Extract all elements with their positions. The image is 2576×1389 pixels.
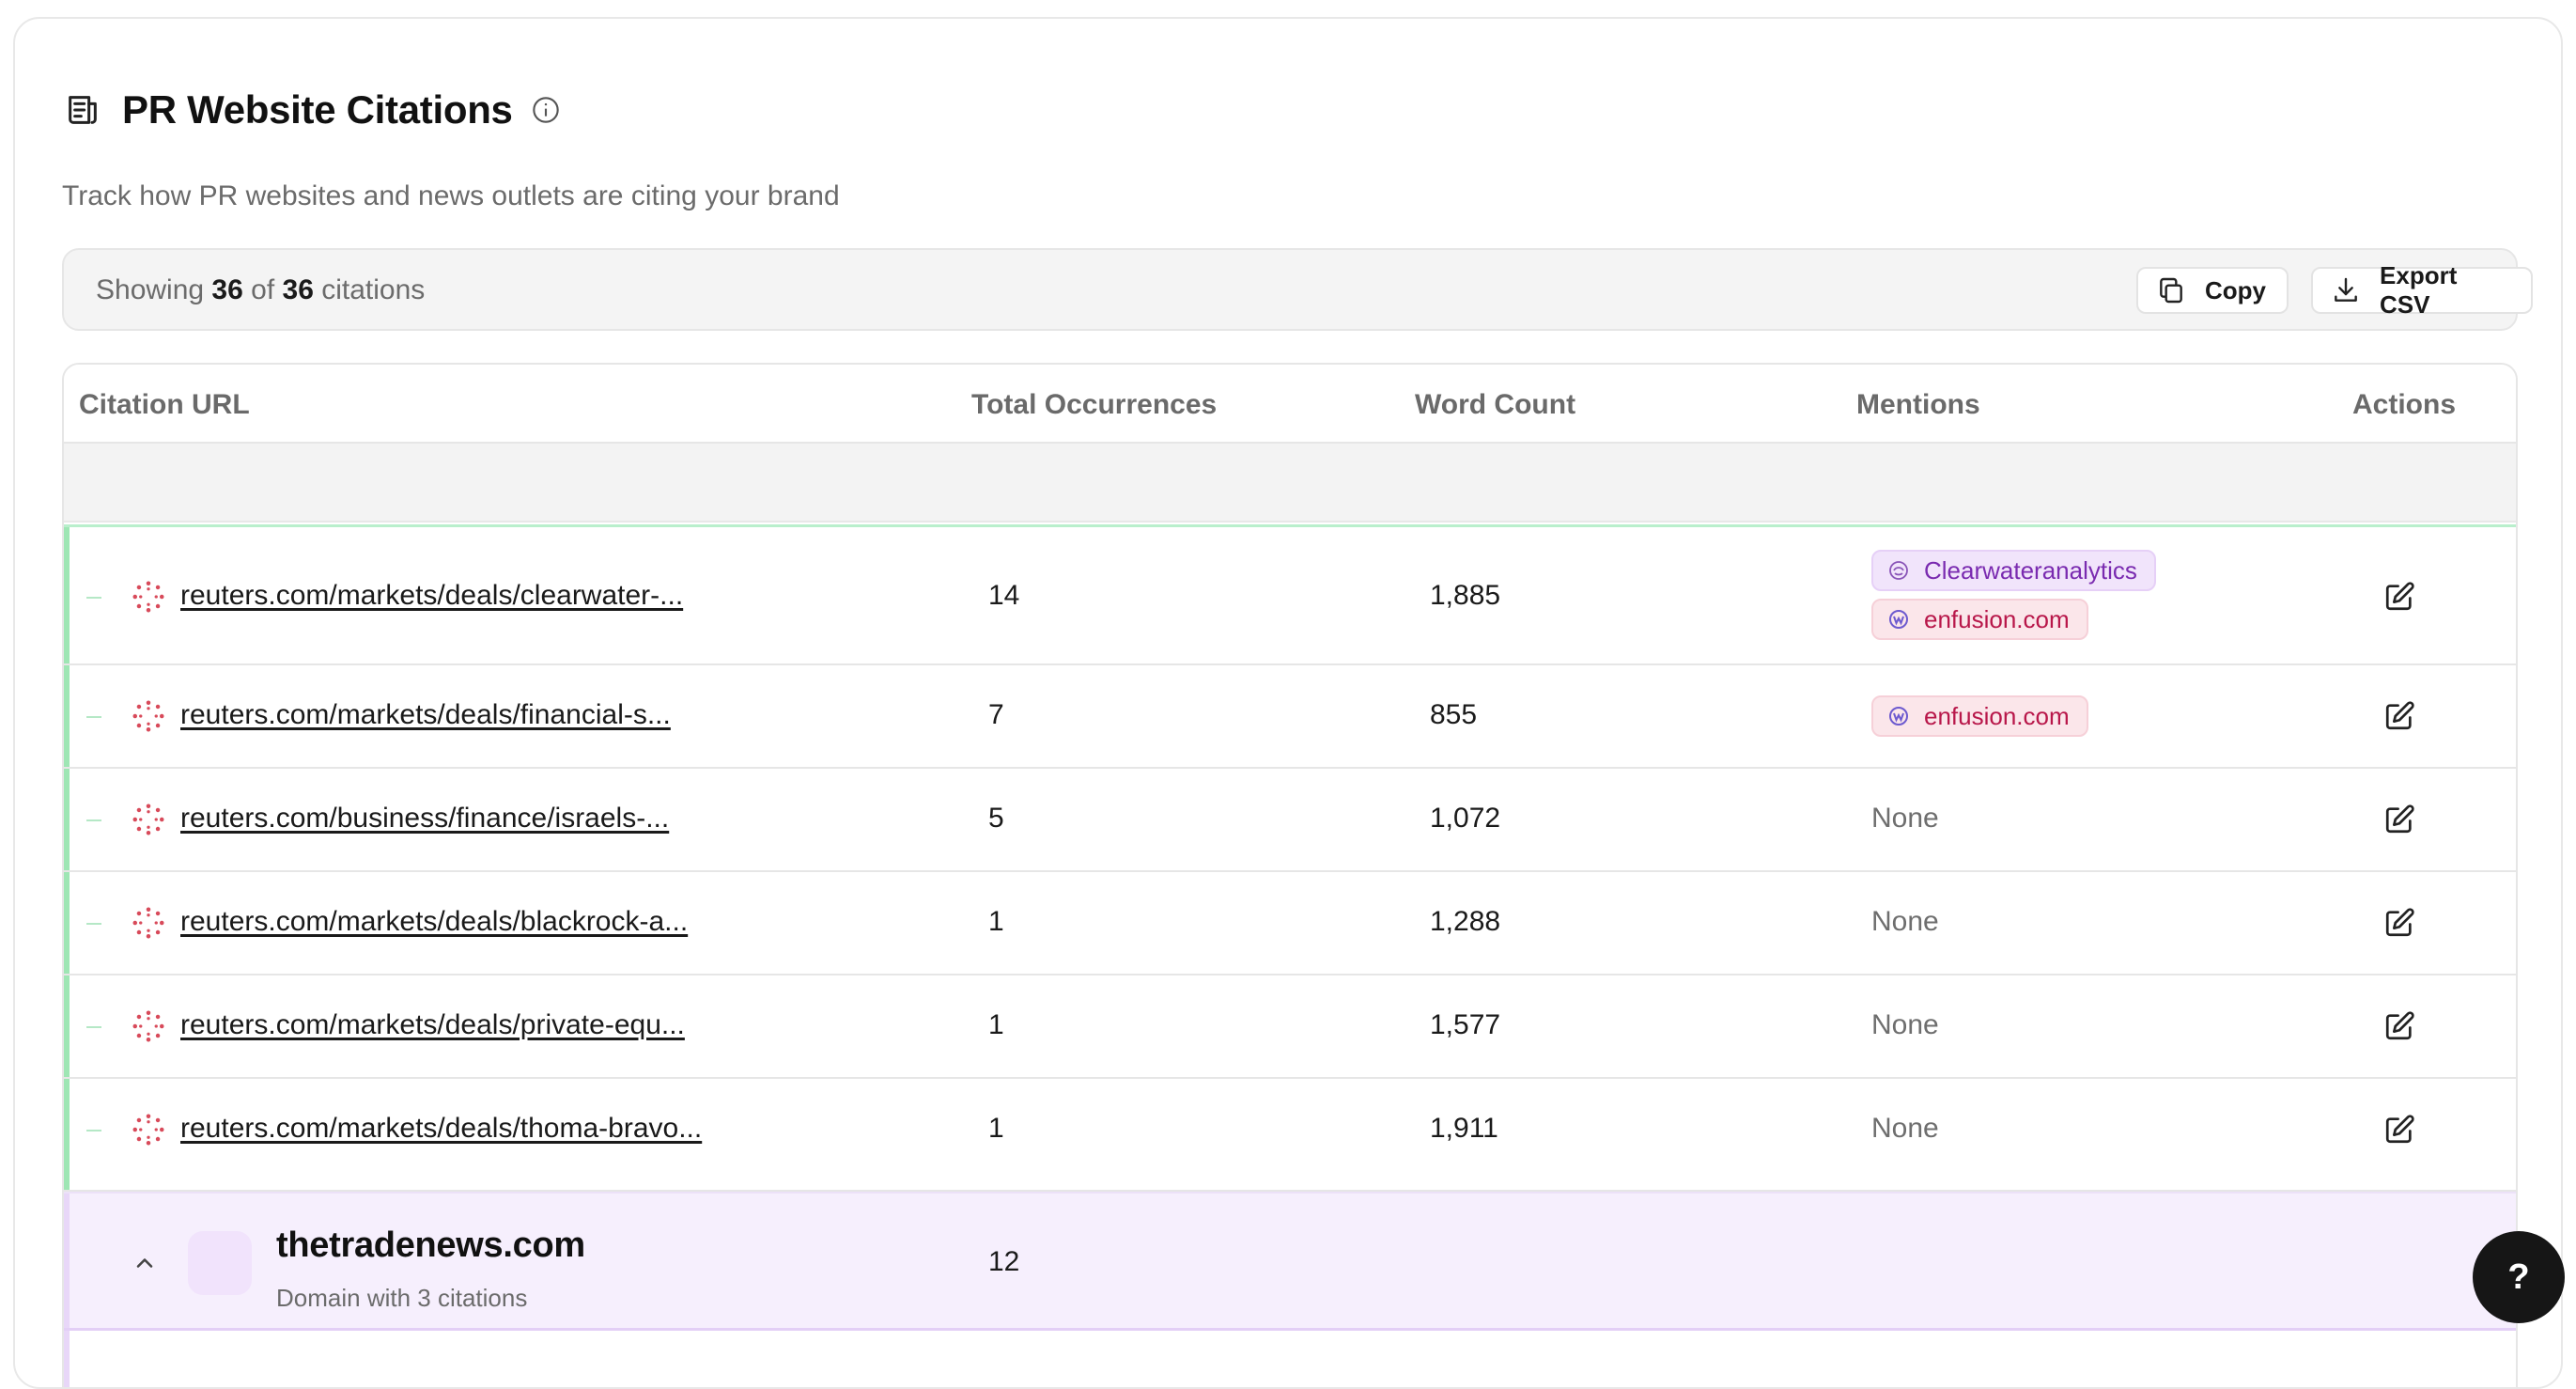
word-count: 1,577 bbox=[1430, 1009, 1501, 1040]
download-icon bbox=[2330, 274, 2361, 306]
table-row[interactable]: reuters.com/business/finance/israels-...… bbox=[64, 769, 2516, 872]
reuters-favicon bbox=[132, 1010, 164, 1042]
citation-url-link[interactable]: reuters.com/markets/deals/clearwater-... bbox=[180, 580, 684, 611]
table-row[interactable]: reuters.com/markets/deals/blackrock-a...… bbox=[64, 872, 2516, 975]
table-row[interactable]: reuters.com/markets/deals/thoma-bravo...… bbox=[64, 1079, 2516, 1192]
column-total-occurrences[interactable]: Total Occurrences bbox=[971, 389, 1218, 420]
group-accent bbox=[64, 1194, 70, 1328]
word-count: 1,288 bbox=[1430, 906, 1501, 937]
row-indent-dash bbox=[86, 597, 101, 599]
total-occurrences: 1 bbox=[988, 1009, 1004, 1040]
mention-chip-enfusion: enfusion.com bbox=[1871, 695, 2088, 737]
domain-citation-count: Domain with 3 citations bbox=[276, 1284, 528, 1312]
row-accent bbox=[64, 1331, 70, 1387]
row-accent bbox=[64, 872, 70, 974]
row-indent-dash bbox=[86, 819, 101, 821]
mentions-none: None bbox=[1871, 906, 1939, 937]
edit-icon[interactable] bbox=[2382, 580, 2416, 614]
mention-label: Clearwateranalytics bbox=[1924, 555, 2137, 585]
row-accent bbox=[64, 769, 70, 870]
total-occurrences: 14 bbox=[988, 580, 1020, 611]
export-label: Export CSV bbox=[2380, 261, 2458, 319]
copy-icon bbox=[2155, 274, 2186, 306]
mentions-none: None bbox=[1871, 803, 1939, 834]
reuters-favicon bbox=[132, 804, 164, 835]
table-row[interactable]: reuters.com/markets/deals/clearwater-...… bbox=[64, 524, 2516, 665]
pr-citations-card: PR Website Citations Track how PR websit… bbox=[13, 17, 2563, 1389]
table-row[interactable]: reuters.com/markets/deals/private-equ...… bbox=[64, 975, 2516, 1079]
total-count: 36 bbox=[282, 274, 314, 305]
shown-count: 36 bbox=[211, 274, 243, 305]
globe-icon bbox=[1886, 558, 1911, 583]
word-count: 1,885 bbox=[1430, 580, 1501, 611]
domain-name: thetradenews.com bbox=[276, 1225, 585, 1265]
of-word: of bbox=[251, 274, 275, 305]
total-occurrences: 7 bbox=[988, 699, 1004, 730]
citation-url-link[interactable]: reuters.com/markets/deals/private-equ... bbox=[180, 1009, 685, 1040]
edit-icon[interactable] bbox=[2382, 803, 2416, 836]
domain-total-occurrences: 12 bbox=[988, 1246, 1020, 1277]
reuters-favicon bbox=[132, 907, 164, 939]
mention-chip-enfusion: enfusion.com bbox=[1871, 599, 2088, 640]
chevron-up-icon[interactable] bbox=[130, 1248, 160, 1278]
citation-url-link[interactable]: reuters.com/markets/deals/thoma-bravo... bbox=[180, 1113, 703, 1144]
column-citation-url[interactable]: Citation URL bbox=[79, 389, 250, 420]
row-accent bbox=[64, 527, 70, 663]
row-accent bbox=[64, 665, 70, 767]
copy-label: Copy bbox=[2205, 275, 2266, 304]
mention-chip-clearwater: Clearwateranalytics bbox=[1871, 550, 2156, 591]
total-occurrences: 1 bbox=[988, 1113, 1004, 1144]
row-indent-dash bbox=[86, 1130, 101, 1131]
document-icon bbox=[62, 89, 103, 131]
edit-icon[interactable] bbox=[2382, 906, 2416, 940]
help-button[interactable]: ? bbox=[2473, 1231, 2565, 1323]
mention-label: enfusion.com bbox=[1924, 604, 2070, 633]
enfusion-icon bbox=[1886, 704, 1911, 728]
edit-icon[interactable] bbox=[2382, 1009, 2416, 1043]
card-header: PR Website Citations bbox=[62, 70, 562, 150]
mentions-none: None bbox=[1871, 1009, 1939, 1040]
total-occurrences: 5 bbox=[988, 803, 1004, 834]
column-mentions: Mentions bbox=[1856, 389, 1980, 420]
showing-prefix: Showing bbox=[96, 274, 205, 305]
copy-button[interactable]: Copy bbox=[2136, 267, 2289, 314]
word-count: 1,072 bbox=[1430, 803, 1501, 834]
enfusion-icon bbox=[1886, 607, 1911, 632]
reuters-favicon bbox=[132, 1114, 164, 1146]
info-icon[interactable] bbox=[530, 94, 562, 126]
citations-table: Citation URL Total Occurrences Word Coun… bbox=[62, 363, 2518, 1387]
table-spacer-row bbox=[64, 444, 2516, 523]
export-csv-button[interactable]: Export CSV bbox=[2311, 261, 2533, 319]
row-accent bbox=[64, 975, 70, 1077]
results-toolbar: Showing 36 of 36 citations Copy bbox=[62, 248, 2533, 331]
row-indent-dash bbox=[86, 923, 101, 925]
edit-icon[interactable] bbox=[2382, 699, 2416, 733]
citation-url-link[interactable]: reuters.com/markets/deals/blackrock-a... bbox=[180, 906, 689, 937]
table-header: Citation URL Total Occurrences Word Coun… bbox=[64, 365, 2516, 444]
reuters-favicon bbox=[132, 581, 164, 613]
total-occurrences: 1 bbox=[988, 906, 1004, 937]
page-title: PR Website Citations bbox=[122, 87, 513, 132]
column-actions: Actions bbox=[2352, 389, 2457, 420]
mention-label: enfusion.com bbox=[1924, 701, 2070, 730]
table-row-partial bbox=[64, 1331, 2516, 1387]
domain-group-row[interactable]: thetradenews.com Domain with 3 citations… bbox=[64, 1192, 2516, 1331]
row-indent-dash bbox=[86, 1026, 101, 1028]
domain-favicon bbox=[188, 1231, 252, 1295]
column-word-count[interactable]: Word Count bbox=[1415, 389, 1576, 420]
word-count: 1,911 bbox=[1430, 1113, 1498, 1144]
citation-url-link[interactable]: reuters.com/markets/deals/financial-s... bbox=[180, 699, 671, 730]
edit-icon[interactable] bbox=[2382, 1113, 2416, 1147]
results-count: Showing 36 of 36 citations bbox=[96, 274, 425, 306]
count-suffix: citations bbox=[321, 274, 426, 305]
citation-url-link[interactable]: reuters.com/business/finance/israels-... bbox=[180, 803, 670, 834]
mentions-none: None bbox=[1871, 1113, 1939, 1144]
table-row[interactable]: reuters.com/markets/deals/financial-s...… bbox=[64, 665, 2516, 769]
word-count: 855 bbox=[1430, 699, 1478, 730]
page-subtitle: Track how PR websites and news outlets a… bbox=[62, 180, 840, 211]
reuters-favicon bbox=[132, 700, 164, 732]
row-indent-dash bbox=[86, 716, 101, 718]
row-accent bbox=[64, 1079, 70, 1190]
